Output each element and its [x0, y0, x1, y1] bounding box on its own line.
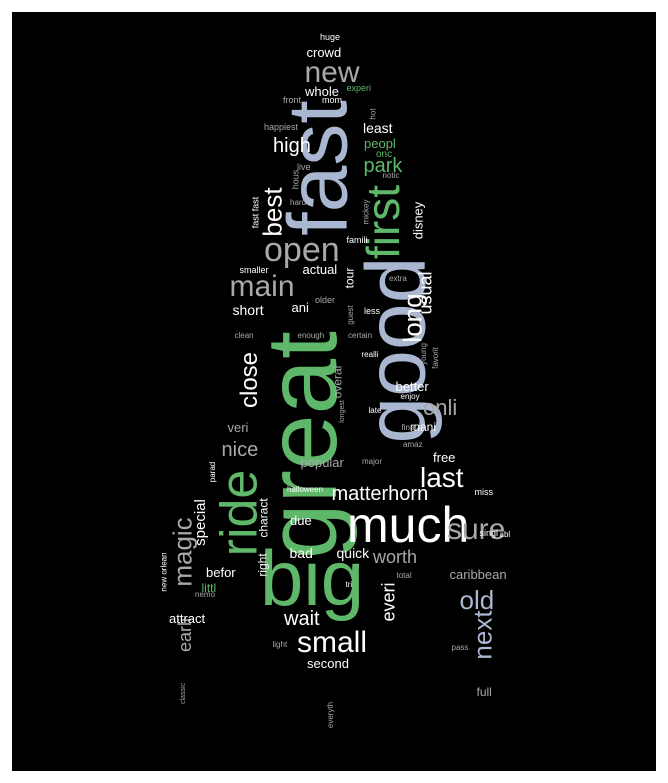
cloud-word: popular	[300, 454, 344, 470]
cloud-word: halloween	[287, 485, 324, 494]
cloud-word: main	[229, 270, 295, 303]
cloud-word: short	[232, 302, 264, 318]
cloud-word: onc	[376, 149, 393, 160]
cloud-word: crowd	[306, 44, 342, 60]
cloud-word: quick	[336, 545, 370, 561]
cloud-word: veri	[227, 419, 249, 435]
cloud-word: enough	[297, 331, 325, 340]
cloud-word: much	[347, 497, 470, 553]
cloud-word: usual	[415, 271, 436, 315]
cloud-word: front	[283, 94, 302, 105]
cloud-word: onli	[423, 395, 458, 420]
cloud-word: famili	[346, 234, 368, 245]
cloud-word: matterhorn	[331, 483, 429, 505]
cloud-word: young	[418, 343, 428, 365]
cloud-word: mani	[410, 420, 437, 434]
cloud-word: parad	[208, 461, 218, 483]
cloud-word: experi	[346, 82, 372, 93]
cloud-word: late	[368, 406, 382, 415]
cloud-word: better	[395, 378, 429, 394]
cloud-word: extra	[389, 274, 407, 283]
cloud-word: certain	[348, 331, 373, 340]
cloud-word: park	[363, 155, 403, 177]
cloud-word: free	[433, 449, 456, 465]
cloud-word: miss	[474, 486, 494, 497]
cloud-word: least	[363, 120, 393, 136]
cloud-word: pass	[451, 643, 469, 652]
cloud-word: everi	[378, 582, 399, 622]
cloud-word: worth	[373, 547, 418, 567]
cloud-word: peopl	[364, 135, 396, 151]
cloud-word: tri	[345, 580, 353, 589]
cloud-word: mom	[322, 94, 342, 105]
cloud-word: actual	[302, 261, 338, 277]
cloud-word: special	[191, 498, 209, 546]
cloud-word: whole	[305, 83, 339, 99]
cloud-word: small	[297, 626, 368, 659]
cloud-word: light	[272, 640, 288, 649]
cloud-word: new orlean	[159, 552, 169, 592]
cloud-word: high	[273, 135, 311, 157]
cloud-word: charact	[256, 498, 271, 538]
cloud-word: best	[257, 187, 288, 237]
cloud-word: befor	[206, 564, 236, 580]
cloud-word: littl	[201, 581, 217, 595]
cloud-word: happiest	[264, 121, 299, 132]
cloud-word: open	[264, 231, 340, 269]
cloud-word: abl	[499, 530, 511, 539]
cloud-word: major	[362, 457, 383, 466]
cloud-word: favorit	[430, 347, 440, 369]
cloud-word: new	[304, 56, 360, 89]
word-cloud-canvas: great fast good big much ride first new open best…	[12, 12, 656, 771]
cloud-word: enjoy	[400, 392, 420, 401]
cloud-word: bad	[289, 545, 313, 561]
cloud-word: right	[255, 553, 270, 577]
cloud-word: old	[459, 585, 495, 615]
cloud-word: second	[307, 655, 349, 671]
cloud-word: live	[297, 161, 311, 172]
cloud-word: next	[467, 610, 498, 660]
cloud-word: hot	[368, 108, 378, 120]
cloud-word: tour	[341, 267, 356, 289]
cloud-word: total	[396, 571, 412, 580]
cloud-word: notic	[382, 171, 400, 180]
cloud-word: amaz	[403, 440, 423, 449]
cloud-word: due	[290, 512, 312, 528]
cloud-word: classic	[179, 682, 187, 704]
cloud-word: less	[364, 305, 381, 316]
cloud-word: sure	[447, 513, 506, 546]
cloud-word: big	[260, 534, 365, 622]
cloud-word: nemo	[195, 590, 216, 599]
cloud-word: wait	[284, 608, 320, 630]
cloud-word: mickey	[360, 199, 370, 225]
cloud-word: everyth	[326, 701, 336, 729]
cloud-word: longest	[338, 399, 346, 423]
cloud-word: full	[476, 685, 492, 699]
cloud-word: fast	[270, 100, 365, 236]
cloud-word: nice	[221, 439, 259, 461]
cloud-word: guest	[345, 305, 355, 325]
cloud-word: attract	[169, 610, 206, 626]
cloud-word: last	[420, 462, 464, 493]
cloud-word: hous	[290, 169, 301, 189]
cloud-word: realli	[361, 350, 379, 359]
cloud-word: singl	[479, 527, 499, 538]
cloud-word: fast fast	[250, 196, 261, 228]
cloud-word: ani	[291, 299, 309, 315]
cloud-word: clean	[234, 331, 254, 340]
cloud-word: disney	[410, 201, 426, 239]
cloud-word: caribbean	[449, 566, 507, 582]
cloud-word: close	[236, 351, 264, 409]
cloud-word: hard	[290, 198, 307, 207]
cloud-word: final	[401, 423, 417, 432]
cloud-word: huge	[320, 31, 341, 42]
cloud-word: older	[315, 294, 336, 305]
cloud-word: overal	[329, 365, 344, 399]
cloud-word: smaller	[239, 264, 269, 275]
